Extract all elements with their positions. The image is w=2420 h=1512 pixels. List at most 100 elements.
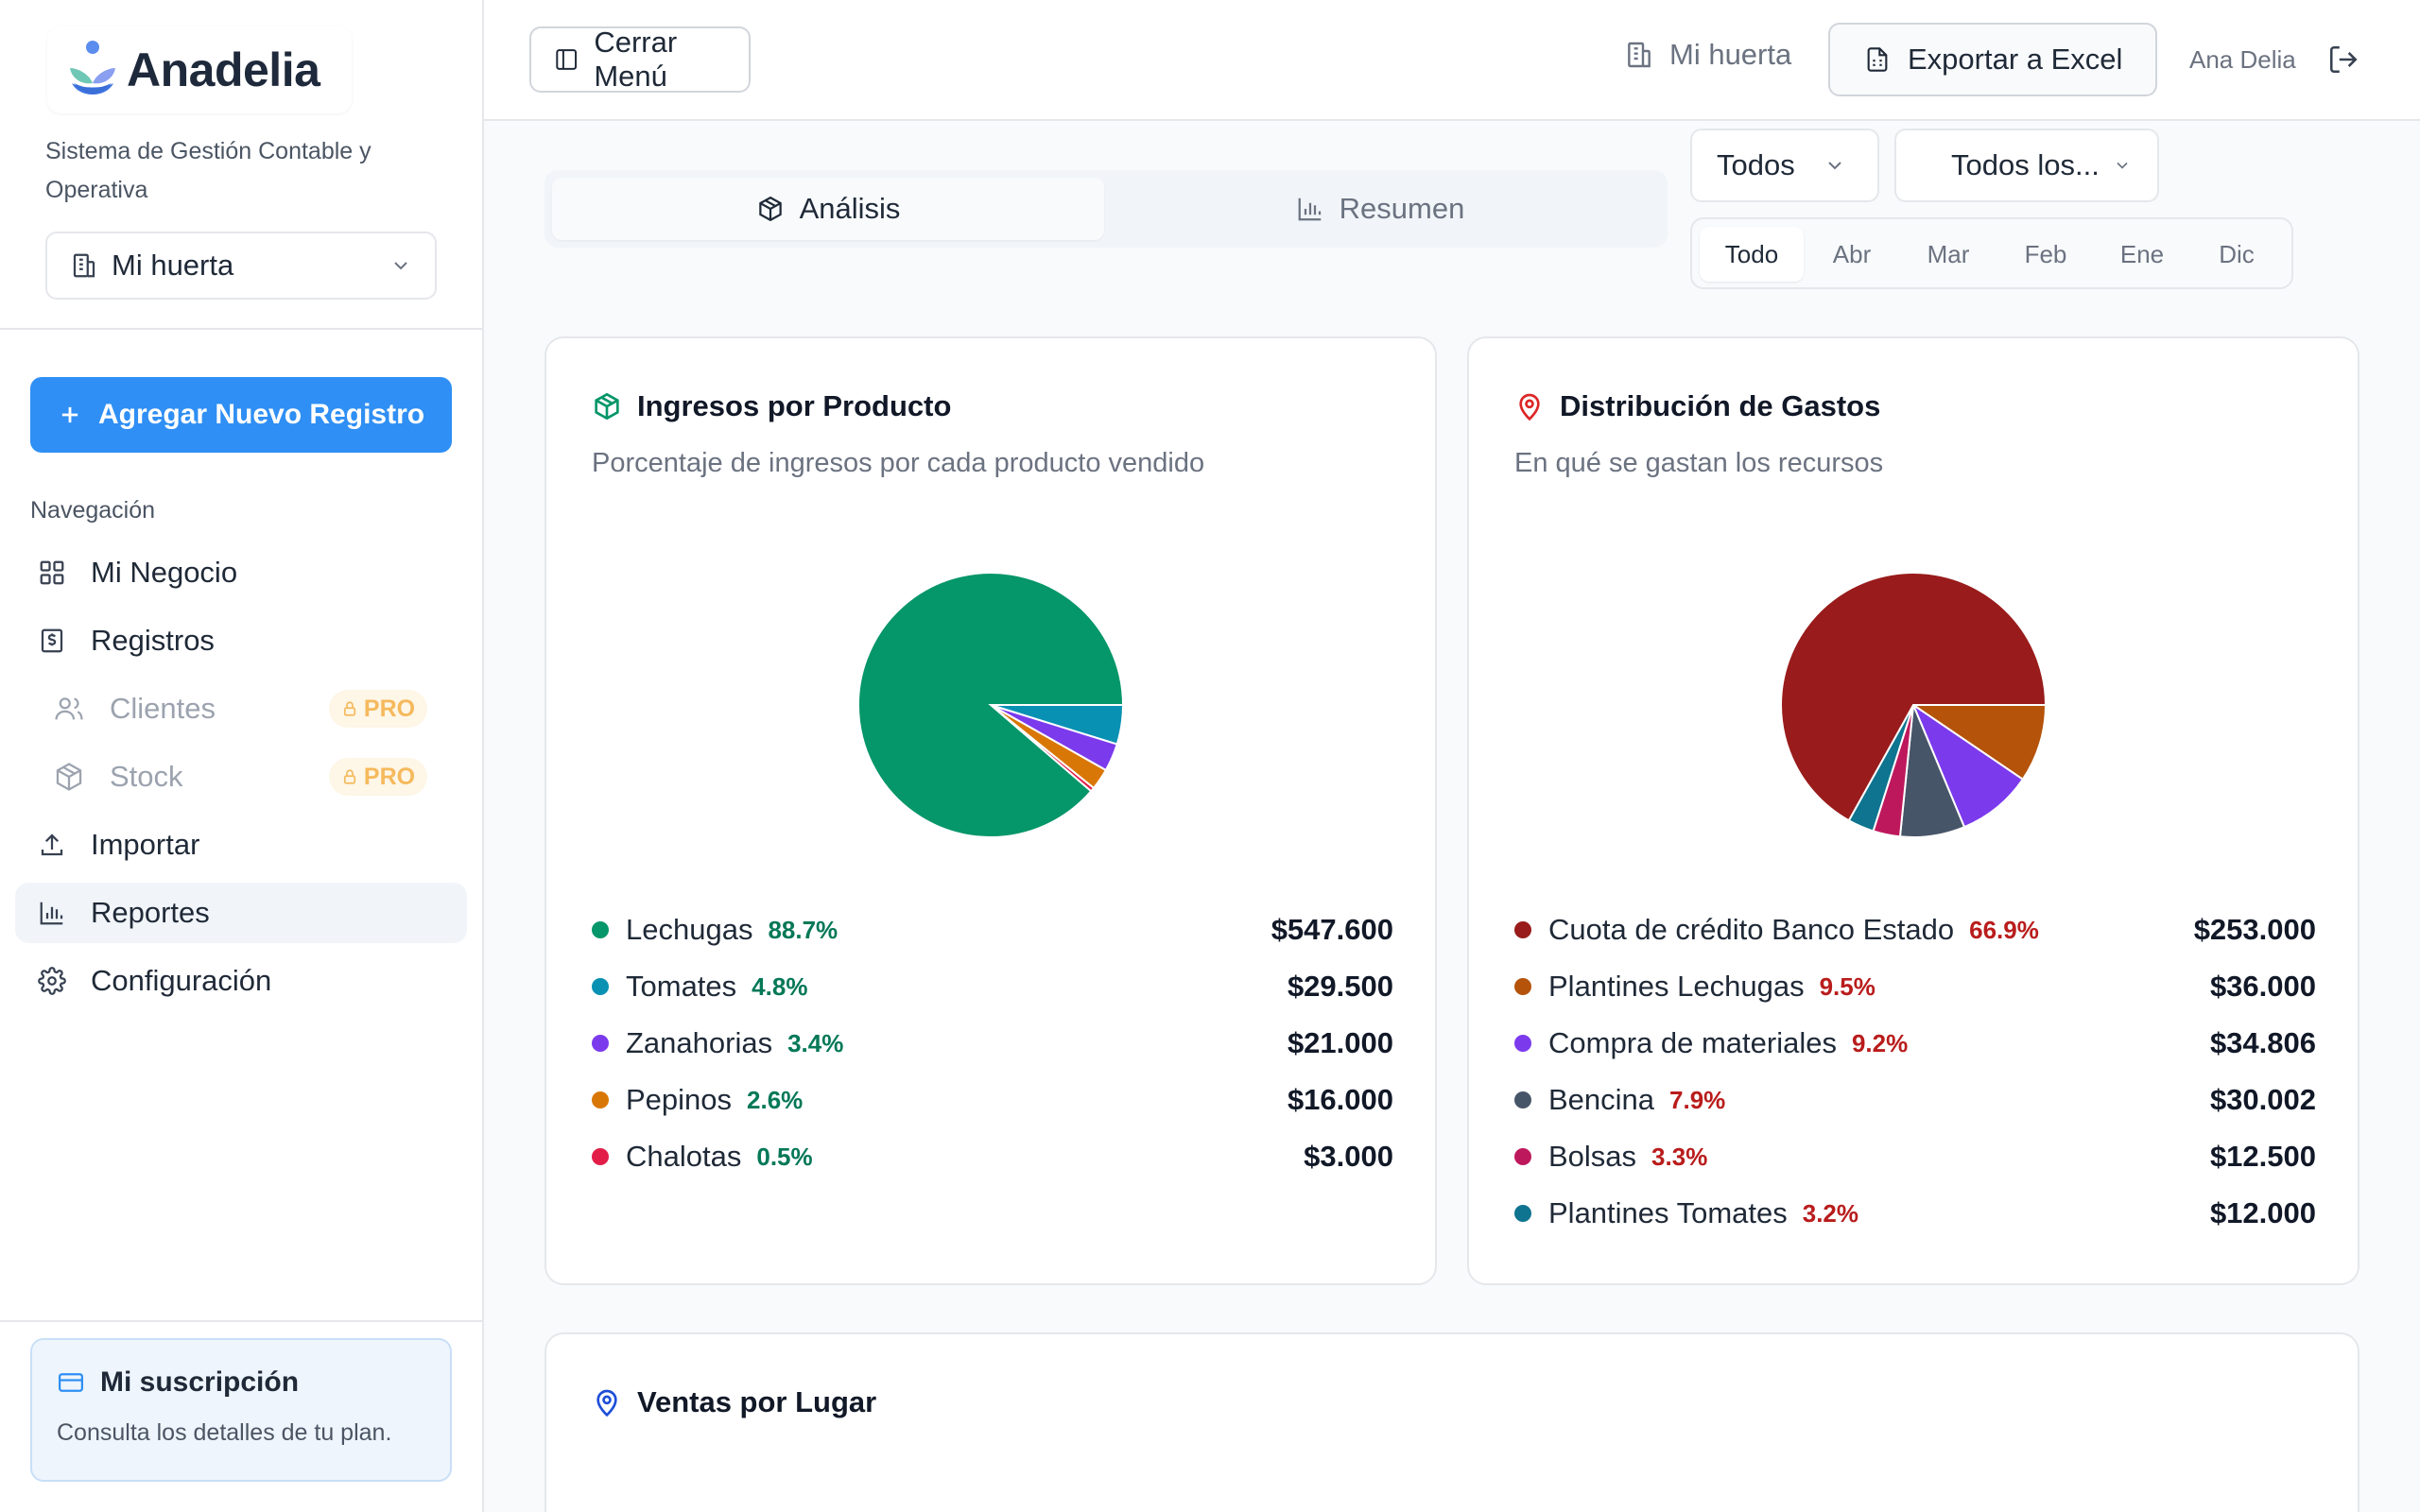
map-pin-icon (1519, 393, 1540, 421)
pro-badge: PRO (329, 690, 427, 728)
close-menu-label: Cerrar Menú (594, 26, 678, 93)
add-record-button[interactable]: Agregar Nuevo Registro (30, 377, 452, 453)
sidebar-divider (0, 328, 484, 330)
subscription-title: Mi suscripción (100, 1366, 300, 1398)
sidebar-item-clientes[interactable]: Clientes PRO (15, 679, 467, 739)
export-excel-button[interactable]: Exportar a Excel (1828, 23, 2157, 96)
legend-color-dot (1514, 1091, 1531, 1108)
legend-row: Zanahorias 3.4% $21.000 (592, 1015, 1393, 1072)
legend-row: Plantines Lechugas 9.5% $36.000 (1514, 958, 2316, 1015)
legend-amount: $34.806 (2209, 1026, 2316, 1059)
pie-slice-plantines-lechugas[interactable] (1910, 704, 2048, 782)
pie-slice-lechugas[interactable] (857, 572, 1125, 838)
month-option[interactable]: Ene (2119, 239, 2165, 268)
legend-amount: $36.000 (2209, 970, 2316, 1003)
legend-row: Plantines Tomates 3.2% $12.000 (1514, 1185, 2316, 1242)
sidebar-item-label: Mi Negocio (91, 556, 238, 589)
pro-badge-label: PRO (363, 695, 416, 722)
legend-label: Chalotas (626, 1140, 742, 1173)
income-pie-chart (857, 572, 1125, 838)
legend-row: Cuota de crédito Banco Estado 66.9% $253.0… (1514, 902, 2316, 958)
legend-color-dot (592, 1035, 609, 1052)
sidebar-item-label: Importar (91, 828, 200, 861)
gear-icon (38, 967, 66, 995)
legend-row: Chalotas 0.5% $3.000 (592, 1128, 1393, 1185)
legend-label: Pepinos (626, 1083, 733, 1116)
upload-icon (41, 833, 63, 856)
bar-chart-icon (1298, 198, 1321, 221)
legend-label: Plantines Lechugas (1548, 970, 1805, 1003)
month-option[interactable]: Mar (1927, 239, 1970, 268)
legend-label: Cuota de crédito Banco Estado (1548, 913, 1955, 946)
user-name: Ana Delia (2189, 45, 2296, 74)
legend-amount: $253.000 (2193, 913, 2316, 946)
sidebar-item-importar[interactable]: Importar (15, 815, 467, 875)
sidebar-item-configuracion[interactable]: Configuración (15, 951, 467, 1011)
legend-row: Bolsas 3.3% $12.500 (1514, 1128, 2316, 1185)
legend-amount: $21.000 (1287, 1026, 1393, 1059)
expense-card-subtitle: En qué se gastan los recursos (1514, 448, 1884, 478)
legend-row: Tomates 4.8% $29.500 (592, 958, 1393, 1015)
month-option[interactable]: Todo (1700, 227, 1804, 282)
pie-slice-compra-de-materiales[interactable] (1910, 702, 2025, 829)
legend-color-dot (592, 1091, 609, 1108)
place-filter-select[interactable]: Todos los... (1894, 129, 2159, 202)
close-menu-button[interactable]: Cerrar Menú (529, 26, 751, 93)
legend-label: Bolsas (1548, 1140, 1637, 1173)
grid-icon (40, 560, 64, 585)
app-name: Anadelia (127, 43, 320, 96)
sidebar-item-reportes[interactable]: Reportes (15, 883, 467, 943)
lock-icon (343, 769, 355, 784)
sidebar-item-label: Stock (110, 760, 183, 793)
building-icon (1628, 42, 1651, 68)
box-icon (758, 196, 782, 222)
current-business-label: Mi huerta (1669, 38, 1792, 71)
legend-color-dot (1514, 1205, 1531, 1222)
legend-amount: $12.000 (2209, 1196, 2316, 1229)
sidebar-item-mi-negocio[interactable]: Mi Negocio (15, 542, 467, 603)
legend-percentage: 3.4% (787, 1028, 844, 1057)
legend-amount: $29.500 (1287, 970, 1393, 1003)
pie-slice-cuota-de-cr-dito-banco-estado[interactable] (1780, 572, 2048, 822)
bar-chart-icon (40, 902, 63, 925)
sidebar-item-label: Configuración (91, 964, 272, 997)
legend-label: Bencina (1548, 1083, 1655, 1116)
legend-amount: $12.500 (2209, 1140, 2316, 1173)
chevron-down-icon (1828, 162, 1841, 170)
legend-row: Compra de materiales 9.2% $34.806 (1514, 1015, 2316, 1072)
business-select[interactable]: Mi huerta (45, 232, 437, 300)
topbar: Cerrar Menú Mi huerta Exportar a Excel A… (484, 0, 2420, 121)
subscription-card[interactable]: Mi suscripción Consulta los detalles de … (30, 1338, 452, 1482)
income-card: Ingresos por Producto Porcentaje de ingr… (544, 336, 1437, 1285)
type-filter-select[interactable]: Todos (1690, 129, 1879, 202)
tab-label: Resumen (1339, 192, 1465, 225)
tab-resumen[interactable]: Resumen (1104, 178, 1656, 240)
expense-card-title: Distribución de Gastos (1560, 389, 1881, 422)
chevron-down-icon (394, 262, 407, 270)
legend-row: Pepinos 2.6% $16.000 (592, 1072, 1393, 1128)
expense-legend: Cuota de crédito Banco Estado 66.9% $253.0… (1514, 902, 2316, 1242)
map-pin-icon (596, 1389, 617, 1418)
legend-row: Bencina 7.9% $30.002 (1514, 1072, 2316, 1128)
pro-badge: PRO (329, 758, 427, 796)
legend-percentage: 7.9% (1669, 1085, 1726, 1114)
logout-icon[interactable] (2327, 43, 2360, 76)
current-business: Mi huerta (1624, 38, 1791, 72)
chevron-down-icon (2117, 162, 2128, 169)
sidebar-item-stock[interactable]: Stock PRO (15, 747, 467, 807)
month-option[interactable]: Dic (2219, 239, 2255, 268)
view-tabs: Análisis Resumen (544, 170, 1668, 248)
legend-percentage: 3.2% (1802, 1198, 1859, 1228)
month-option[interactable]: Abr (1832, 239, 1872, 268)
legend-label: Lechugas (626, 913, 753, 946)
logo-icon (70, 41, 115, 94)
sidebar-item-label: Registros (91, 624, 215, 657)
legend-label: Compra de materiales (1548, 1026, 1837, 1059)
legend-label: Zanahorias (626, 1026, 773, 1059)
box-icon (595, 392, 619, 421)
month-option[interactable]: Feb (2024, 239, 2067, 268)
sidebar-item-registros[interactable]: Registros (15, 610, 467, 671)
building-icon (73, 253, 95, 278)
app-logo[interactable]: Anadelia (47, 26, 352, 113)
tab-analisis[interactable]: Análisis (552, 178, 1104, 240)
